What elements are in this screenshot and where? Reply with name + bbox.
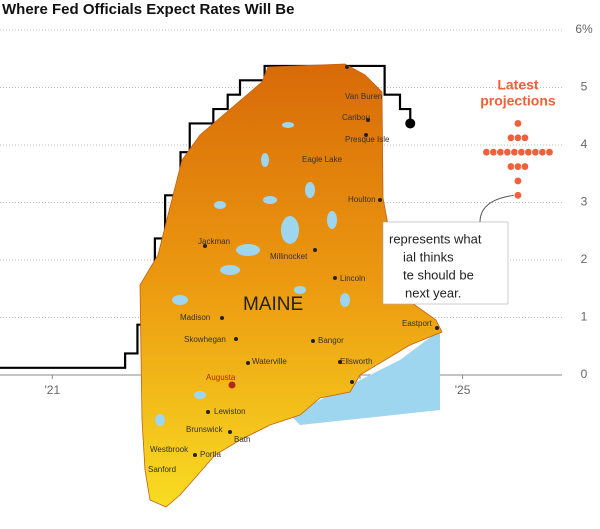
- place: Millinocket: [270, 252, 308, 261]
- state-label: MAINE: [243, 294, 303, 315]
- y-tick-label: 1: [581, 310, 588, 324]
- place: Eagle Lake: [302, 155, 343, 164]
- annotation-text: te should be: [403, 267, 474, 282]
- y-tick-label: 2: [581, 252, 588, 266]
- place: Lewiston: [214, 407, 246, 416]
- y-tick-label: 3: [581, 195, 588, 209]
- place: Houlton: [348, 195, 376, 204]
- place: Eastport: [402, 319, 433, 328]
- overlay: represents what ial thinks te should be nex…: [382, 194, 515, 305]
- projection-dot: [503, 147, 512, 157]
- projection-dot: [517, 147, 526, 157]
- place: Lincoln: [340, 274, 365, 283]
- projection-dot: [531, 147, 540, 157]
- projection-dot: [520, 133, 530, 143]
- y-tick-label: 5: [581, 80, 588, 94]
- projection-dot: [482, 147, 491, 157]
- place: Westbrook: [150, 445, 189, 454]
- projection-dot: [506, 133, 516, 143]
- place: Waterville: [252, 357, 287, 366]
- place: Caribou: [342, 113, 370, 122]
- place: Madison: [180, 313, 210, 322]
- projection-dot: [506, 162, 516, 171]
- place: Presque Isle: [345, 135, 390, 144]
- x-tick-label: '25: [455, 383, 471, 397]
- map: MAINE Van Buren Caribou Presque Isle Eag…: [139, 63, 443, 508]
- annotation-leader: [479, 194, 515, 223]
- y-tick-label: 4: [581, 137, 588, 151]
- place: Van Buren: [345, 92, 382, 101]
- lakes: [155, 122, 350, 426]
- place: Bath: [234, 435, 250, 444]
- annotation-text: ial thinks: [403, 249, 454, 264]
- place: Skowhegan: [184, 335, 226, 344]
- place: Ellsworth: [340, 357, 372, 366]
- projection-dot: [538, 147, 547, 157]
- ocean: [290, 330, 440, 425]
- projection-dot: [489, 147, 498, 157]
- place-dots: [193, 65, 439, 457]
- chart-title: Where Fed Officials Expect Rates Will Be: [2, 1, 294, 18]
- place: Bangor: [318, 336, 344, 345]
- projection-dot: [520, 162, 530, 171]
- place: Portla: [200, 450, 221, 459]
- place: Sanford: [148, 465, 176, 474]
- projection-dot: [496, 147, 505, 157]
- y-tick-label: 0: [581, 367, 588, 381]
- projection-dot: [545, 147, 554, 157]
- latest-rate-dot: [405, 118, 416, 129]
- places: Van Buren Caribou Presque Isle Eagle Lak…: [148, 92, 433, 474]
- projection-dot: [513, 191, 523, 200]
- place: Augusta: [206, 373, 236, 382]
- annotation-text: represents what: [389, 231, 482, 246]
- projection-dot: [513, 119, 523, 128]
- projection-dot: [510, 147, 519, 157]
- x-tick-label: '21: [44, 383, 60, 397]
- projection-dot: [524, 147, 533, 157]
- annotation-text: next year.: [405, 285, 461, 300]
- projection-dot: [513, 133, 523, 143]
- place: Brunswick: [186, 425, 223, 434]
- projection-dot: [513, 162, 523, 171]
- y-tick-label: 6%: [575, 22, 593, 36]
- projections-label: Latest: [497, 77, 539, 93]
- annotation-box: [382, 221, 509, 305]
- projections-label: projections: [480, 93, 556, 109]
- place: Jackman: [198, 237, 230, 246]
- projection-dot: [513, 176, 523, 186]
